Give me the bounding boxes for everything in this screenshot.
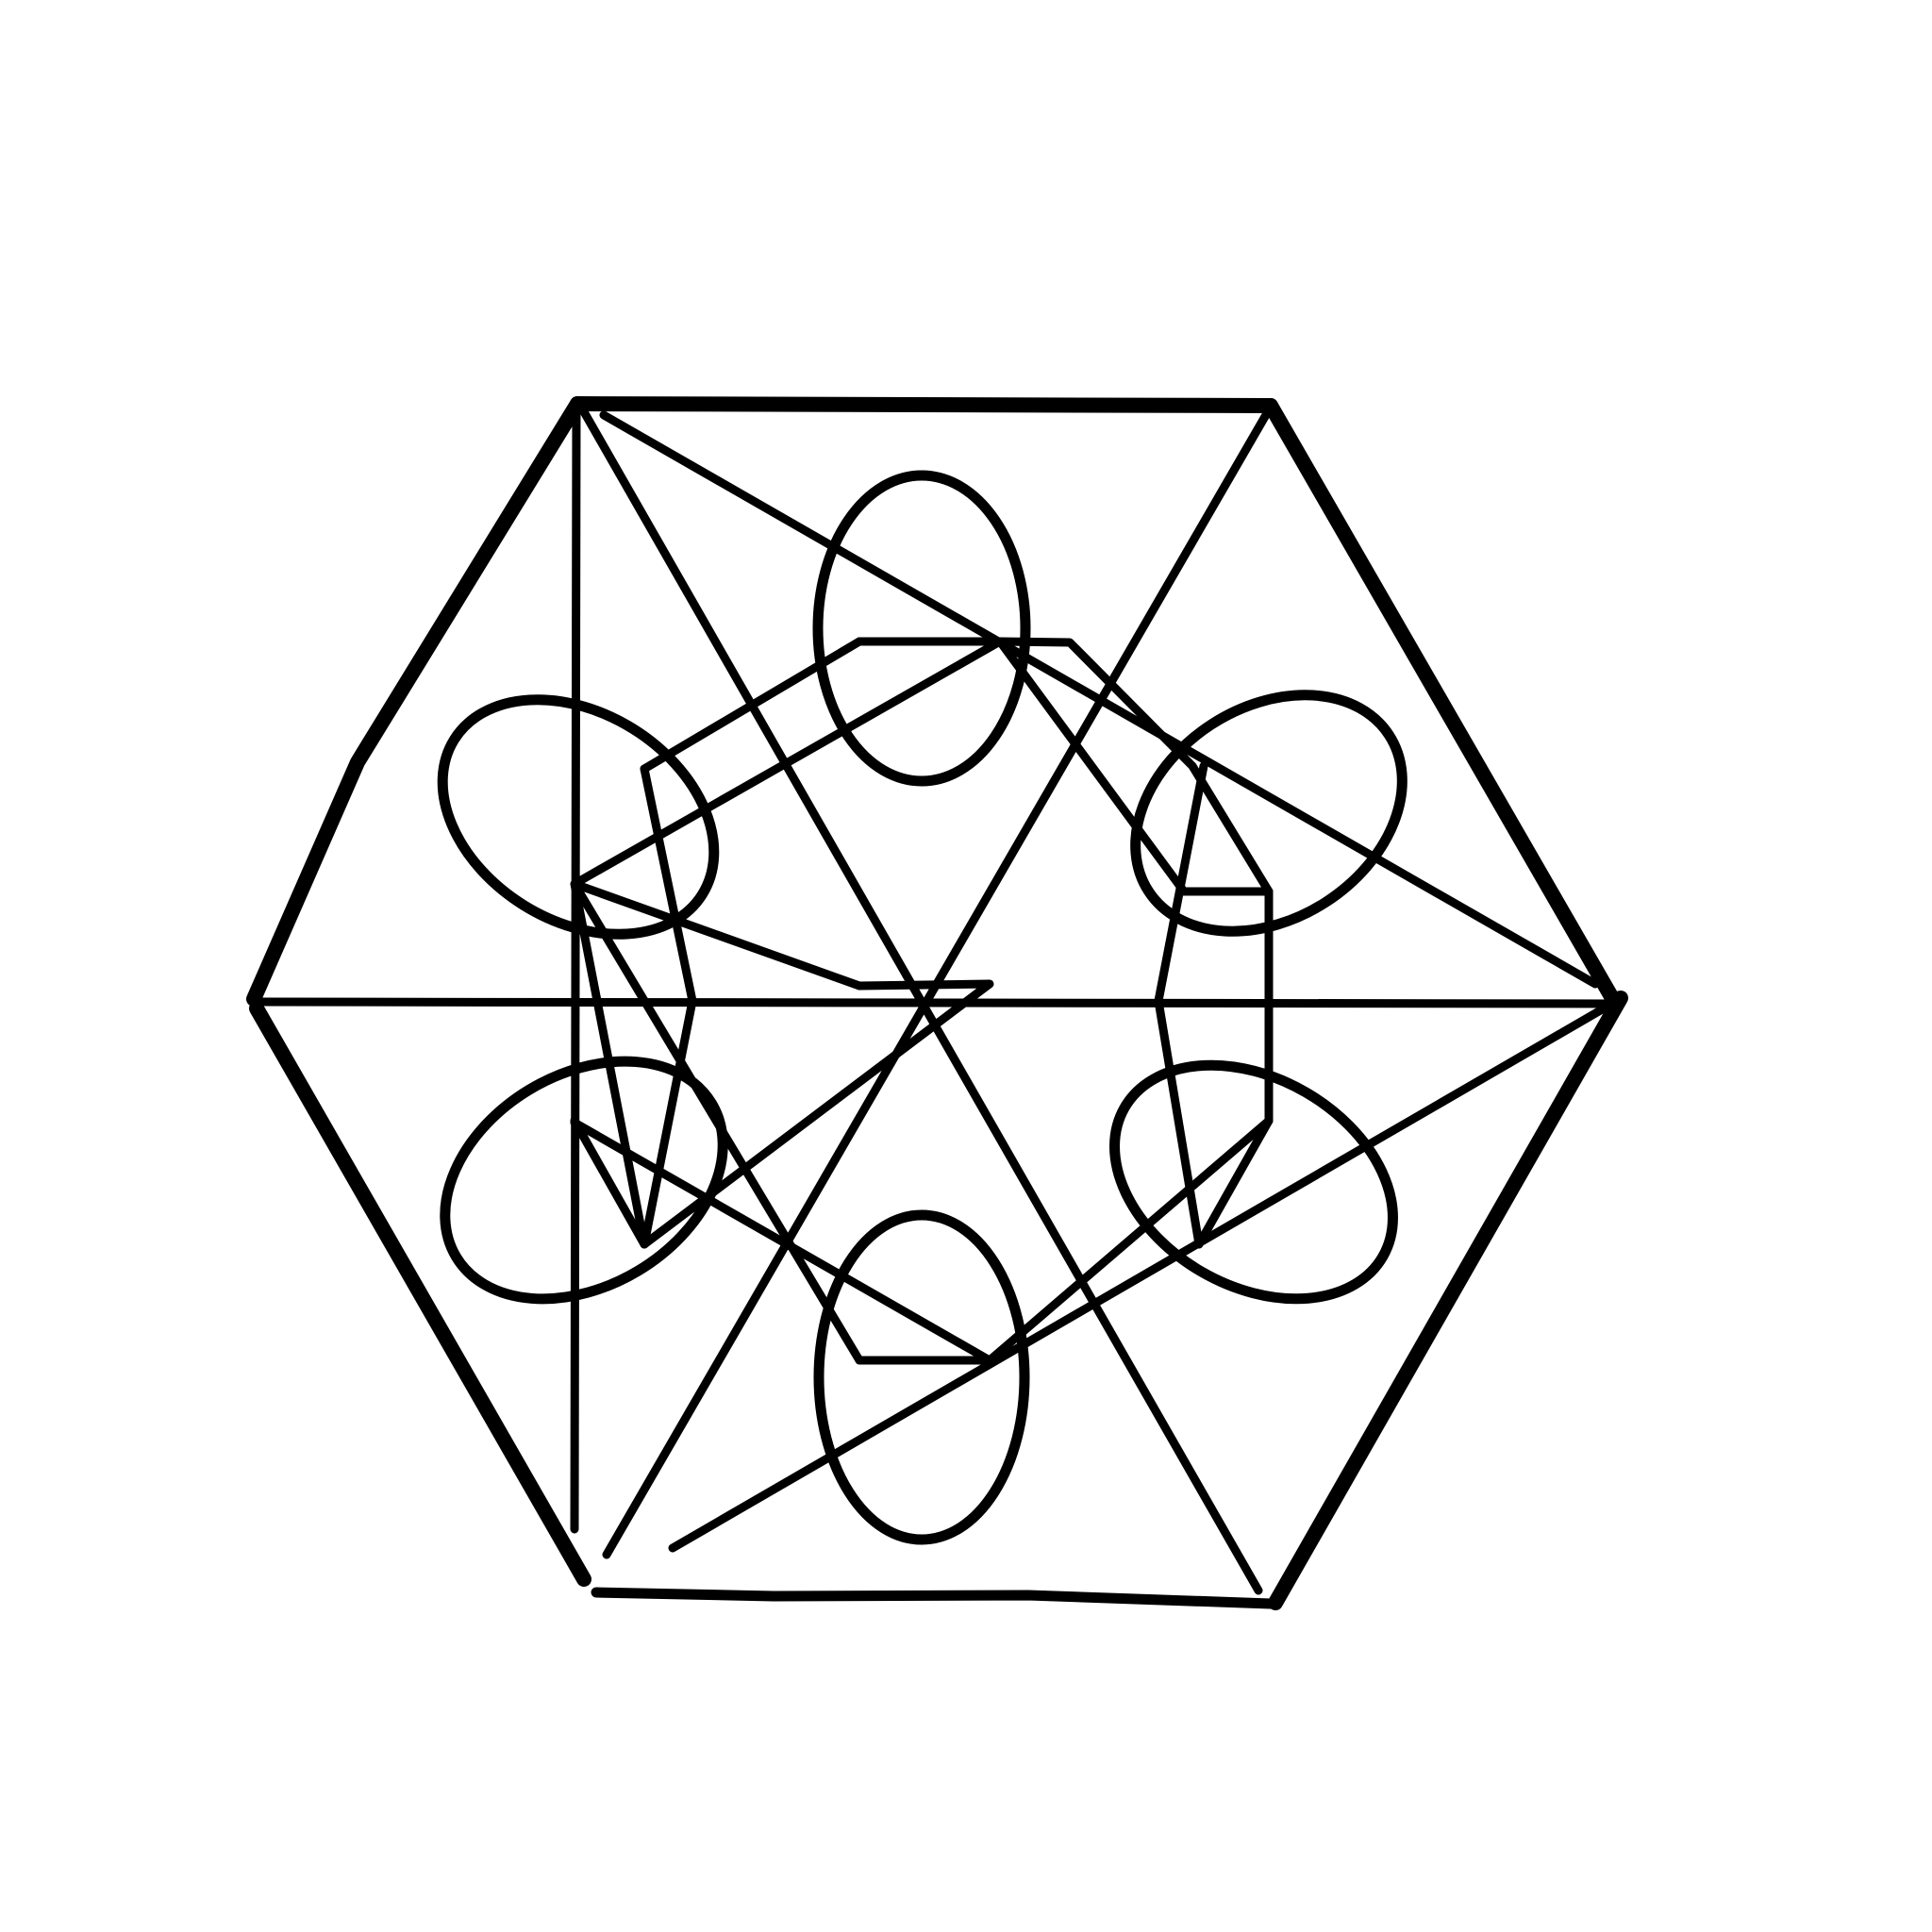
inner-star-lines [570, 637, 1274, 1365]
hexagon-lower-left-edge [249, 1001, 591, 1587]
hexagon-top-edge [570, 396, 1278, 413]
horizontal-axis-line [252, 997, 1620, 1008]
upper-left-loop [437, 694, 720, 940]
lower-left-loop [440, 1056, 728, 1305]
outer-hexagon [246, 396, 1628, 1610]
inner-hexagram [570, 637, 1274, 1365]
inner-hexagram-path [570, 637, 1274, 1365]
loops [437, 470, 1407, 1545]
lower-right-loop [1109, 1059, 1398, 1305]
hexagon-upper-left-edge [246, 396, 585, 1007]
hexagon-upper-right-edge [1263, 398, 1620, 1006]
diagonal-long-line [599, 410, 1600, 989]
hexagon-lower-right-edge [1268, 991, 1628, 1610]
vertical-left-line [570, 401, 581, 1534]
top-loop [812, 470, 1031, 787]
bottom-loop [813, 1209, 1030, 1545]
upper-right-loop [1130, 690, 1407, 937]
hexagon-bottom-edge [591, 1587, 1276, 1609]
